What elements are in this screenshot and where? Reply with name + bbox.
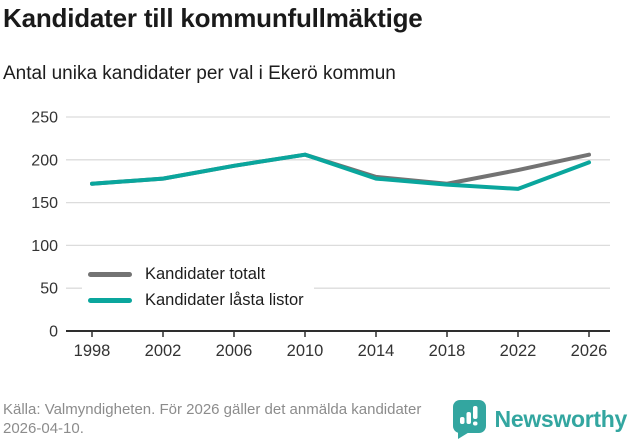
legend-item: Kandidater totalt	[88, 261, 304, 287]
legend-swatch	[88, 297, 132, 303]
y-tick-label: 0	[49, 324, 58, 341]
y-tick-label: 200	[31, 152, 58, 169]
x-tick-label: 2026	[571, 342, 608, 360]
legend-item: Kandidater låsta listor	[88, 287, 304, 313]
newsworthy-icon	[452, 400, 486, 439]
x-tick-label: 2022	[500, 342, 537, 360]
line-chart: 0 50 100 150 200 250 1998 2002 2006 2010 2014 2018 2…	[31, 110, 610, 360]
y-tick-label: 100	[31, 238, 58, 255]
legend-swatch	[88, 271, 132, 277]
x-tick-label: 2018	[429, 342, 466, 360]
x-tick-label: 2010	[287, 342, 324, 360]
brand-name: Newsworthy	[494, 405, 628, 432]
y-tick-label: 50	[40, 281, 58, 298]
y-tick-label: 150	[31, 195, 58, 212]
legend: Kandidater totalt Kandidater låsta listor	[82, 259, 314, 315]
y-tick-label: 250	[31, 110, 58, 127]
legend-label: Kandidater totalt	[145, 264, 266, 283]
source-note: Källa: Valmyndigheten. För 2026 gäller d…	[3, 401, 422, 437]
x-tick-label: 2006	[216, 342, 253, 360]
chart-subtitle: Antal unika kandidater per val i Ekerö k…	[3, 63, 396, 84]
x-tick-label: 1998	[74, 342, 111, 360]
page-title: Kandidater till kommunfullmäktige	[3, 3, 423, 33]
series-line-kandidater-l-sta-listor	[90, 152, 591, 191]
x-tick-label: 2002	[145, 342, 182, 360]
legend-label: Kandidater låsta listor	[145, 290, 304, 309]
brand-logo: Newsworthy	[452, 399, 627, 439]
x-tick-label: 2014	[358, 342, 395, 360]
